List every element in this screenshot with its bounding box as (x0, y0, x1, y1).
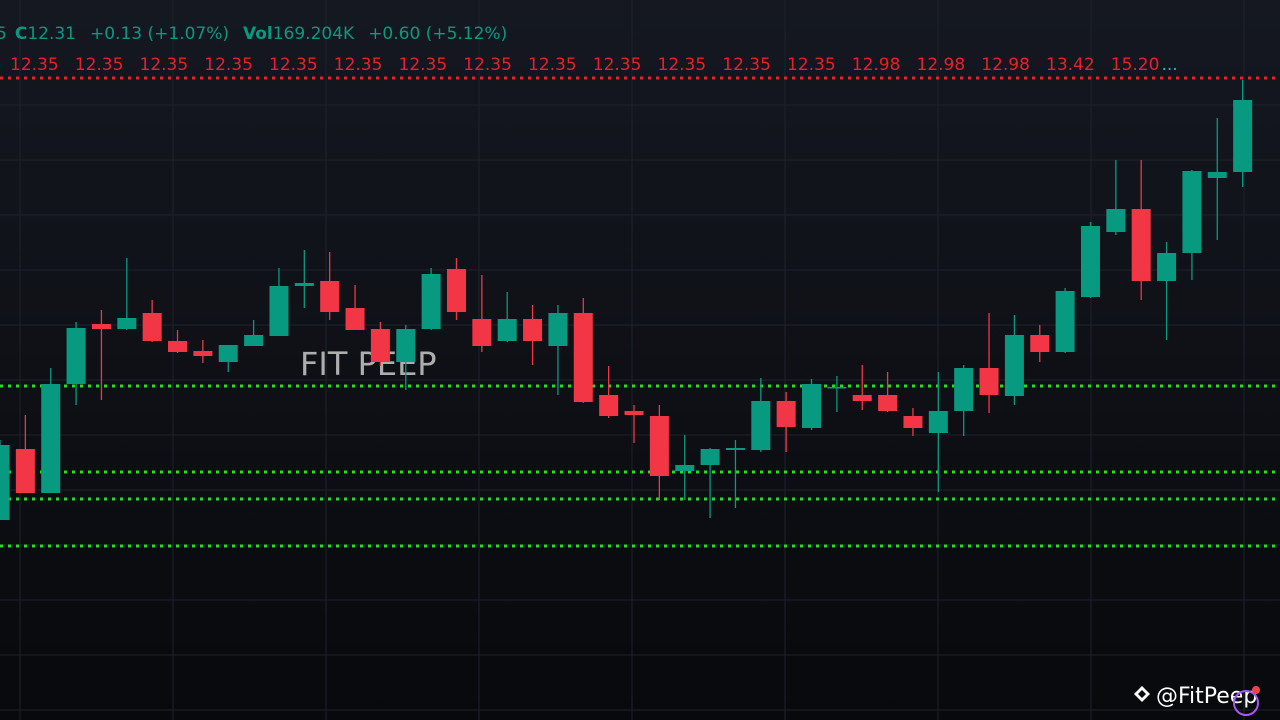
price-tag: 12.35 (787, 55, 836, 75)
price-tag: 12.35 (463, 55, 512, 75)
price-tag: 12.35 (528, 55, 577, 75)
levels (0, 76, 1280, 548)
candle-body (117, 318, 137, 329)
header-value: +0.13 (+1.07%) (90, 24, 229, 44)
price-tag: 12.35 (334, 55, 383, 75)
candle-body (15, 449, 35, 493)
candle-body (472, 319, 492, 346)
price-tag: 12.35 (75, 55, 124, 75)
candle-body (649, 416, 669, 476)
candle-body (548, 313, 568, 346)
candle-body (244, 335, 264, 346)
candle-body (979, 368, 999, 395)
header-value: 169.204K (273, 24, 355, 44)
candle-body (573, 313, 593, 402)
price-tag: 12.35 (269, 55, 318, 75)
price-tag: 12.98 (981, 55, 1030, 75)
candle-body (878, 395, 898, 411)
header-value: +0.60 (+5.12%) (368, 24, 507, 44)
dot (1252, 686, 1260, 694)
candle-body (1182, 171, 1202, 253)
price-tag: 12.35 (593, 55, 642, 75)
candle-body (396, 329, 416, 362)
price-tag: 12.35 (722, 55, 771, 75)
candle-body (523, 319, 543, 341)
header: 5 C 12.31 +0.13 (+1.07%) Vol 169.204K +0.60 (+… (0, 24, 1178, 75)
candle-body (345, 308, 365, 330)
candle-body (269, 286, 289, 336)
price-tag: 12.35 (658, 55, 707, 75)
price-tag: 12.35 (399, 55, 448, 75)
candle-body (294, 283, 314, 286)
candle-body (1233, 100, 1253, 172)
candle-body (725, 448, 745, 450)
candle-body (0, 445, 10, 520)
candle-body (903, 416, 923, 428)
credit-badge: @FitPeep (1134, 684, 1260, 716)
candle-body (66, 328, 86, 384)
candle-body (193, 351, 213, 356)
candle-body (41, 384, 61, 493)
candle-body (624, 411, 644, 415)
candle-body (1207, 172, 1227, 178)
candle-body (1080, 226, 1100, 297)
candle-body (1106, 209, 1126, 232)
candle-body (1004, 335, 1024, 396)
candle-body (91, 324, 111, 329)
credit: @FitPeep (1156, 684, 1257, 709)
candle-body (675, 465, 695, 471)
watermark: FIT PEEP (300, 345, 437, 383)
candle-body (497, 319, 517, 341)
candle-body (446, 269, 466, 312)
candle-body (218, 345, 238, 362)
header-prefix: 5 (0, 24, 7, 44)
price-tags-more: ... (1162, 55, 1178, 75)
candle-body (802, 384, 822, 428)
candle-body (142, 313, 162, 341)
price-tag: 12.98 (917, 55, 966, 75)
candle-body (827, 387, 847, 389)
candle-body (751, 401, 771, 450)
candle-body (776, 401, 796, 427)
candle-body (954, 368, 974, 411)
price-tag: 13.42 (1046, 55, 1095, 75)
price-tag: 15.20 (1111, 55, 1160, 75)
price-tag: 12.35 (10, 55, 59, 75)
icon (1233, 690, 1259, 716)
candle-body (1157, 253, 1177, 281)
candle-body (1030, 335, 1050, 352)
candle-body (599, 395, 619, 416)
candles (0, 80, 1253, 520)
price-tag: 12.35 (140, 55, 189, 75)
price-tag: 12.35 (204, 55, 253, 75)
header-label: C (15, 24, 27, 44)
candle-body (320, 281, 340, 312)
candle-body (928, 411, 948, 433)
candle-body (1131, 209, 1151, 281)
price-tag: 12.98 (852, 55, 901, 75)
candle-body (370, 329, 390, 362)
candle-body (700, 449, 720, 465)
candle-body (421, 274, 441, 329)
candle-body (852, 395, 872, 401)
logo (1134, 686, 1150, 702)
header-value: 12.31 (27, 24, 76, 44)
header-label: Vol (243, 24, 273, 44)
candle-body (168, 341, 188, 352)
candle-body (1055, 291, 1075, 352)
